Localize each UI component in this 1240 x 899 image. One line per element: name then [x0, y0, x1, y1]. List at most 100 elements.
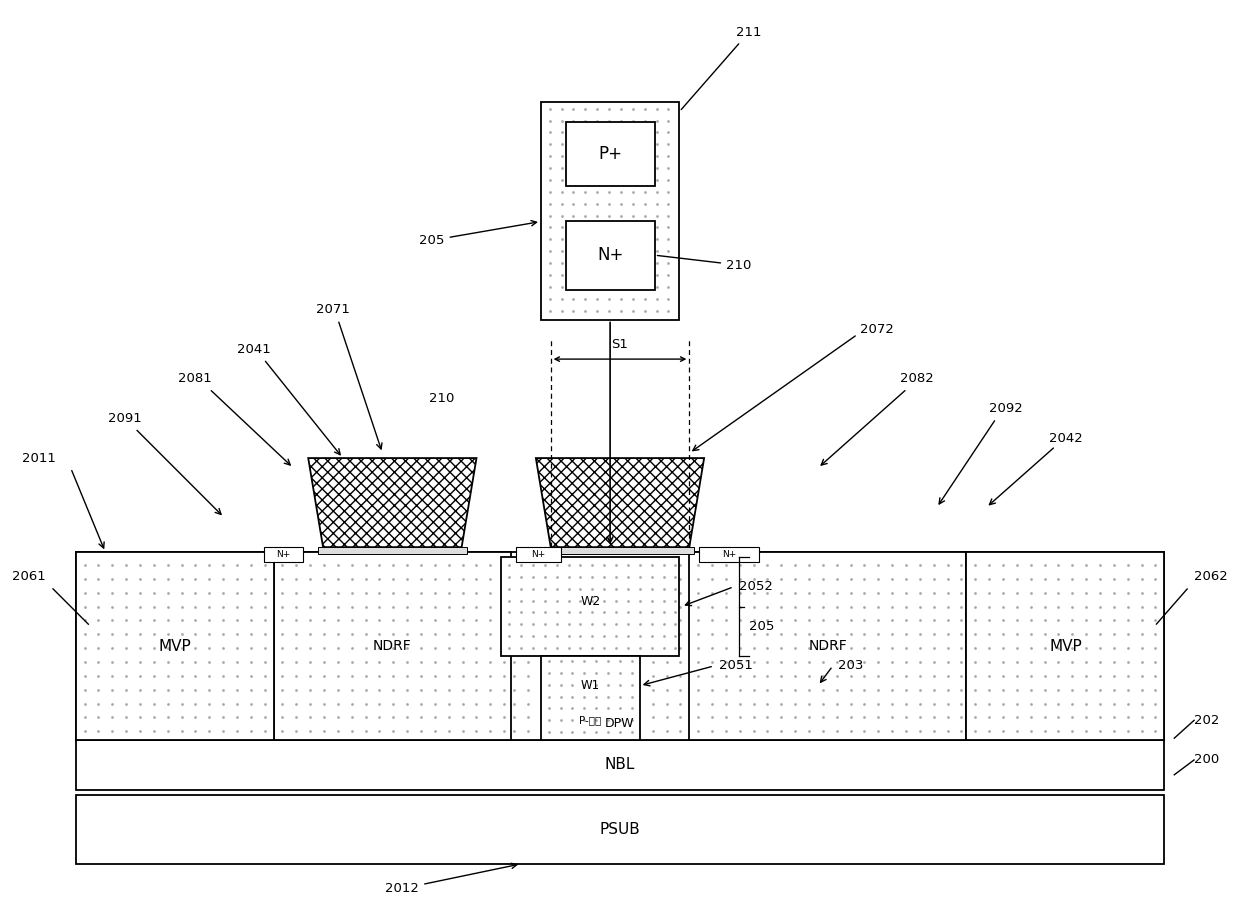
Point — [698, 557, 718, 572]
Point — [412, 585, 432, 600]
Point — [993, 572, 1013, 586]
Point — [622, 197, 642, 211]
Point — [310, 654, 330, 669]
Point — [310, 557, 330, 572]
Point — [144, 572, 164, 586]
Text: P-体区: P-体区 — [579, 716, 601, 725]
Point — [910, 697, 930, 711]
Point — [622, 268, 642, 282]
Point — [642, 557, 662, 572]
Point — [532, 669, 552, 683]
Point — [117, 724, 136, 738]
Point — [157, 641, 177, 655]
Point — [671, 682, 691, 697]
Point — [702, 710, 722, 725]
Point — [397, 628, 417, 642]
Point — [635, 173, 655, 187]
Text: 2082: 2082 — [900, 372, 934, 386]
Point — [892, 613, 911, 628]
Point — [771, 697, 791, 711]
Point — [575, 268, 595, 282]
Point — [684, 628, 704, 642]
Point — [241, 628, 260, 642]
Point — [283, 682, 303, 697]
Point — [300, 600, 320, 614]
Point — [352, 628, 372, 642]
Point — [808, 669, 828, 683]
Point — [379, 628, 399, 642]
Point — [1114, 600, 1133, 614]
Point — [88, 682, 108, 697]
Point — [785, 669, 805, 683]
Point — [768, 697, 787, 711]
Point — [1063, 710, 1083, 725]
Point — [532, 585, 552, 600]
Point — [808, 654, 828, 669]
Point — [1021, 585, 1040, 600]
Point — [310, 710, 330, 725]
Point — [758, 641, 777, 655]
Point — [611, 138, 631, 152]
Point — [622, 232, 642, 246]
Point — [171, 628, 191, 642]
Point — [356, 710, 376, 725]
Point — [966, 724, 986, 738]
Point — [924, 600, 944, 614]
Point — [573, 697, 593, 711]
Point — [532, 654, 552, 669]
Point — [558, 570, 578, 584]
Point — [286, 641, 306, 655]
Point — [725, 613, 745, 628]
Point — [213, 724, 233, 738]
Point — [781, 697, 801, 711]
Point — [754, 669, 774, 683]
Text: 211: 211 — [681, 26, 761, 110]
Bar — [264, 547, 304, 562]
Point — [171, 585, 191, 600]
Point — [610, 713, 630, 727]
Point — [698, 669, 718, 683]
Point — [702, 585, 722, 600]
Point — [300, 641, 320, 655]
Point — [630, 593, 650, 608]
Point — [615, 613, 635, 628]
Point — [910, 628, 930, 642]
Point — [144, 654, 164, 669]
Point — [117, 724, 136, 738]
Point — [157, 654, 177, 669]
Point — [642, 710, 662, 725]
Point — [241, 613, 260, 628]
Point — [273, 669, 293, 683]
Point — [1007, 585, 1027, 600]
Point — [1114, 669, 1133, 683]
Point — [1100, 600, 1120, 614]
Point — [213, 600, 233, 614]
Point — [980, 572, 999, 586]
Point — [130, 654, 150, 669]
Point — [88, 585, 108, 600]
Point — [610, 678, 630, 692]
Point — [684, 641, 704, 655]
Point — [227, 628, 247, 642]
Point — [594, 582, 614, 596]
Point — [269, 641, 289, 655]
Point — [642, 641, 662, 655]
Point — [730, 628, 750, 642]
Point — [937, 654, 957, 669]
Text: PSUB: PSUB — [600, 822, 640, 837]
Point — [241, 682, 260, 697]
Point — [449, 641, 469, 655]
Point — [310, 585, 330, 600]
Point — [827, 557, 847, 572]
Point — [951, 585, 971, 600]
Point — [213, 628, 233, 642]
Point — [702, 697, 722, 711]
Point — [1086, 710, 1106, 725]
Point — [342, 572, 362, 586]
Point — [657, 654, 677, 669]
Point — [269, 654, 289, 669]
Point — [647, 161, 667, 175]
Point — [88, 654, 108, 669]
Point — [771, 724, 791, 738]
Point — [574, 725, 594, 740]
